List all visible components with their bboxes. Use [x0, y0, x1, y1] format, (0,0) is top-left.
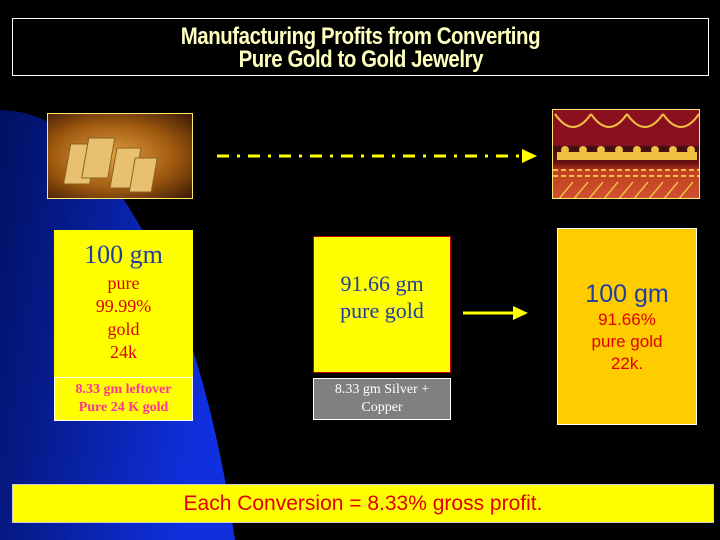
pure-percent: 99.99%	[95, 296, 152, 316]
mid-label: pure gold	[340, 298, 424, 323]
mid-gold-box: 91.66 gm pure gold	[313, 236, 451, 373]
gold-jewelry-image	[552, 109, 700, 199]
leftover-line-1: 8.33 gm leftover	[75, 382, 172, 397]
dashed-arrow	[217, 149, 537, 163]
title-line-2: Pure Gold to Gold Jewelry	[238, 46, 483, 73]
leftover-line-2: Pure 24 K gold	[78, 400, 169, 415]
pure-amount: 100 gm	[84, 240, 163, 269]
pure-karat: 24k	[110, 342, 137, 362]
pure-gold-label: gold	[107, 319, 140, 339]
jewelry-label: pure gold	[591, 332, 663, 351]
gold-bars-image	[47, 113, 193, 199]
alloy-line-1: 8.33 gm Silver +	[334, 382, 430, 397]
jewelry-gold-box: 100 gm 91.66% pure gold 22k.	[557, 228, 697, 425]
profit-banner: Each Conversion = 8.33% gross profit.	[12, 484, 714, 523]
alloy-line-2: Copper	[361, 400, 403, 415]
slide-title: Manufacturing Profits from Converting Pu…	[12, 18, 709, 76]
leftover-box: 8.33 gm leftover Pure 24 K gold	[54, 377, 193, 421]
arrow-right	[463, 306, 528, 320]
pure-gold-box: 100 gm pure 99.99% gold 24k	[54, 230, 193, 378]
jewelry-percent: 91.66%	[598, 310, 656, 329]
jewelry-amount: 100 gm	[585, 280, 669, 308]
pure-label: pure	[107, 273, 140, 293]
alloy-box: 8.33 gm Silver + Copper	[313, 378, 451, 420]
mid-amount: 91.66 gm	[340, 271, 424, 296]
title-line-1: Manufacturing Profits from Converting	[180, 23, 541, 50]
jewelry-karat: 22k.	[610, 354, 644, 373]
